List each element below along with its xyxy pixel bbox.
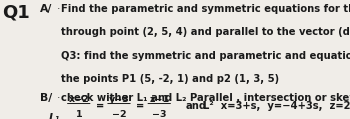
Text: A/: A/ <box>40 4 52 14</box>
Text: check wither L₁ and L₂ Parallel , intersection or skew lines:: check wither L₁ and L₂ Parallel , inters… <box>61 93 350 103</box>
Text: =: = <box>136 101 144 111</box>
Text: L²  x=3+s,  y=−4+3s,  z=2−7s.: L² x=3+s, y=−4+3s, z=2−7s. <box>203 101 350 111</box>
Text: the points P1 (5, -2, 1) and p2 (1, 3, 5): the points P1 (5, -2, 1) and p2 (1, 3, 5… <box>61 74 279 84</box>
Text: Q3: find the symmetric and parametric and equation passes through: Q3: find the symmetric and parametric an… <box>61 51 350 61</box>
Text: Q1: Q1 <box>2 4 29 22</box>
Text: =: = <box>96 101 104 111</box>
Text: 1: 1 <box>76 110 82 119</box>
Text: and: and <box>186 101 206 111</box>
Text: Find the parametric and symmetric equations for the passes: Find the parametric and symmetric equati… <box>61 4 350 14</box>
Text: ·: · <box>54 93 61 103</box>
Text: B/: B/ <box>40 93 52 103</box>
Text: L₁: L₁ <box>49 113 61 119</box>
Text: through point (2, 5, 4) and parallel to the vector (d=2i +j −k).: through point (2, 5, 4) and parallel to … <box>61 27 350 37</box>
Text: y−3: y−3 <box>108 94 130 104</box>
Text: x−2: x−2 <box>68 94 89 104</box>
Text: z−1: z−1 <box>149 94 169 104</box>
Text: −2: −2 <box>112 110 126 119</box>
Text: −3: −3 <box>152 110 167 119</box>
Text: ·: · <box>54 4 61 14</box>
